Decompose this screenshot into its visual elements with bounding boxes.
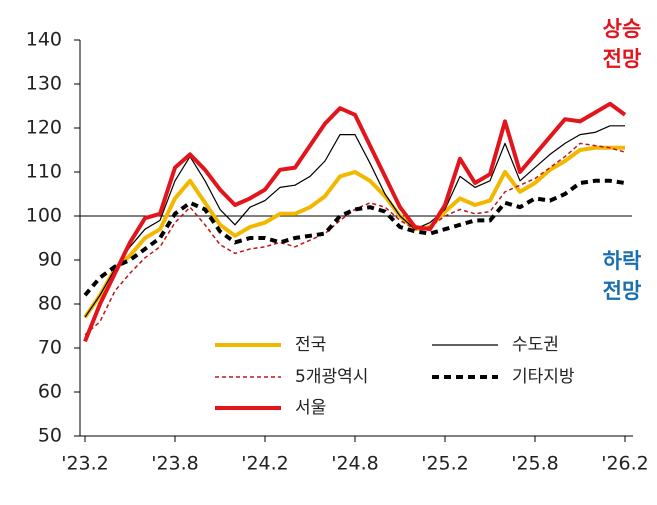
legend-label: 수도권 (512, 335, 559, 355)
y-tick-label: 50 (38, 425, 62, 447)
annotation: 상승 (603, 17, 642, 41)
legend-label: 기타지방 (512, 367, 575, 387)
y-tick-label: 120 (26, 117, 62, 139)
annotation: 전망 (603, 47, 642, 71)
series-line (84, 142, 626, 336)
annotation: 전망 (603, 279, 642, 303)
legend-label: 서울 (295, 398, 326, 418)
x-tick-label: '23.2 (61, 453, 109, 475)
series-line (83, 101, 627, 343)
y-tick-label: 110 (26, 161, 62, 183)
y-tick-label: 80 (38, 293, 62, 315)
x-tick-label: '24.2 (241, 453, 289, 475)
legend-label: 전국 (295, 335, 326, 355)
y-tick-label: 100 (26, 205, 62, 227)
x-tick-label: '24.8 (331, 453, 379, 475)
y-tick-label: 60 (38, 381, 62, 403)
y-tick-label: 130 (26, 73, 62, 95)
x-tick-label: '26.2 (601, 453, 649, 475)
series-line (83, 145, 625, 319)
x-tick-label: '25.8 (511, 453, 559, 475)
x-tick-label: '23.8 (151, 453, 199, 475)
series-line (84, 125, 625, 318)
annotation: 하락 (603, 249, 642, 273)
x-tick-label: '25.2 (421, 453, 469, 475)
legend-label: 5개광역시 (295, 367, 368, 387)
y-tick-label: 140 (26, 29, 62, 51)
series-line (83, 178, 626, 297)
y-tick-label: 70 (38, 337, 62, 359)
y-tick-label: 90 (38, 249, 62, 271)
